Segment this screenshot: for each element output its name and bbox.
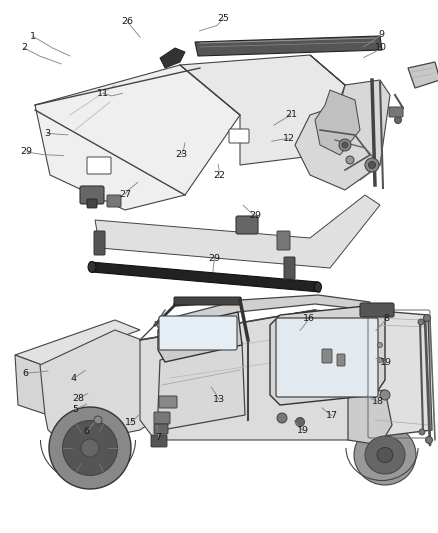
- Text: 29: 29: [249, 212, 261, 220]
- FancyBboxPatch shape: [80, 186, 104, 204]
- FancyBboxPatch shape: [236, 216, 258, 234]
- Text: 5: 5: [72, 405, 78, 414]
- Polygon shape: [195, 36, 382, 56]
- Ellipse shape: [63, 421, 117, 475]
- Ellipse shape: [88, 262, 96, 272]
- Ellipse shape: [296, 417, 304, 426]
- Polygon shape: [368, 310, 432, 438]
- Text: 29: 29: [208, 254, 221, 263]
- FancyBboxPatch shape: [94, 231, 105, 255]
- Ellipse shape: [424, 314, 431, 321]
- Ellipse shape: [81, 439, 99, 457]
- Text: 13: 13: [213, 395, 225, 404]
- Polygon shape: [155, 295, 370, 334]
- Text: 15: 15: [124, 418, 137, 427]
- FancyBboxPatch shape: [360, 303, 394, 317]
- FancyBboxPatch shape: [87, 157, 111, 174]
- Text: 16: 16: [303, 314, 315, 323]
- Polygon shape: [295, 55, 390, 190]
- Ellipse shape: [314, 282, 321, 292]
- Ellipse shape: [419, 429, 425, 435]
- Polygon shape: [140, 310, 392, 440]
- FancyBboxPatch shape: [229, 129, 249, 143]
- Text: 21: 21: [285, 110, 297, 119]
- FancyBboxPatch shape: [337, 354, 345, 366]
- FancyBboxPatch shape: [389, 107, 403, 117]
- Text: 23: 23: [176, 150, 188, 159]
- FancyBboxPatch shape: [276, 318, 378, 397]
- Polygon shape: [35, 65, 240, 210]
- Ellipse shape: [418, 319, 424, 325]
- FancyBboxPatch shape: [159, 316, 237, 350]
- Ellipse shape: [380, 390, 390, 400]
- Text: 4: 4: [71, 374, 77, 383]
- FancyBboxPatch shape: [174, 297, 241, 305]
- Text: 27: 27: [119, 190, 131, 199]
- Ellipse shape: [378, 358, 382, 362]
- Ellipse shape: [395, 117, 402, 124]
- Ellipse shape: [378, 343, 382, 348]
- FancyBboxPatch shape: [154, 412, 170, 424]
- Text: 1: 1: [30, 32, 36, 41]
- Text: 6: 6: [84, 427, 90, 436]
- Polygon shape: [348, 390, 392, 445]
- Text: 19: 19: [297, 426, 309, 435]
- Polygon shape: [95, 195, 380, 268]
- Polygon shape: [90, 262, 320, 292]
- Ellipse shape: [354, 425, 416, 485]
- FancyBboxPatch shape: [159, 396, 177, 408]
- Polygon shape: [315, 90, 360, 155]
- Polygon shape: [270, 305, 385, 405]
- Polygon shape: [158, 312, 242, 362]
- FancyBboxPatch shape: [277, 231, 290, 250]
- Ellipse shape: [342, 142, 348, 148]
- Polygon shape: [40, 330, 165, 445]
- Text: 19: 19: [380, 358, 392, 367]
- Text: 10: 10: [375, 44, 387, 52]
- Text: 29: 29: [20, 148, 32, 156]
- Ellipse shape: [425, 437, 432, 443]
- Ellipse shape: [94, 416, 102, 424]
- Ellipse shape: [368, 161, 375, 168]
- Text: 11: 11: [97, 89, 109, 98]
- Text: 9: 9: [378, 30, 384, 39]
- Polygon shape: [158, 342, 245, 430]
- Text: 7: 7: [155, 433, 162, 441]
- FancyBboxPatch shape: [322, 349, 332, 363]
- Ellipse shape: [277, 413, 287, 423]
- Text: 12: 12: [283, 134, 295, 143]
- Ellipse shape: [346, 156, 354, 164]
- Polygon shape: [408, 62, 438, 88]
- Ellipse shape: [365, 158, 379, 172]
- Text: 22: 22: [213, 172, 225, 180]
- Ellipse shape: [365, 436, 405, 474]
- Ellipse shape: [339, 139, 351, 151]
- FancyBboxPatch shape: [107, 195, 121, 207]
- Polygon shape: [180, 55, 345, 165]
- Polygon shape: [15, 320, 140, 365]
- Text: 6: 6: [22, 369, 28, 377]
- Text: 26: 26: [121, 17, 133, 26]
- Text: 17: 17: [326, 411, 338, 420]
- Text: 2: 2: [21, 44, 27, 52]
- Text: 18: 18: [371, 397, 384, 406]
- Polygon shape: [15, 355, 48, 415]
- Text: 3: 3: [44, 129, 50, 138]
- Ellipse shape: [377, 448, 393, 463]
- Polygon shape: [160, 48, 185, 68]
- FancyBboxPatch shape: [284, 257, 295, 279]
- Ellipse shape: [49, 407, 131, 489]
- Text: 8: 8: [383, 314, 389, 323]
- FancyBboxPatch shape: [151, 435, 167, 447]
- FancyBboxPatch shape: [154, 424, 168, 434]
- FancyBboxPatch shape: [87, 199, 97, 208]
- Text: 28: 28: [72, 394, 84, 403]
- Text: 25: 25: [217, 14, 230, 23]
